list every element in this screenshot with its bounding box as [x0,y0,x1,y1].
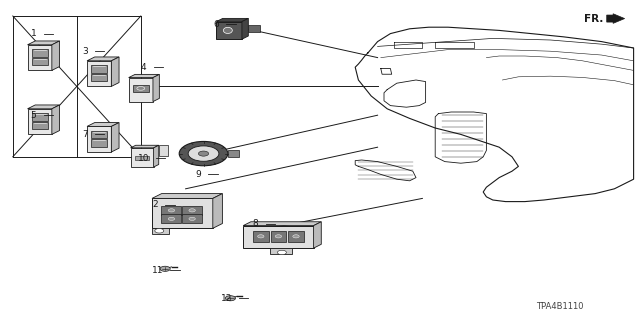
Text: 4: 4 [141,63,147,72]
Bar [288,231,304,242]
Text: TPA4B1110: TPA4B1110 [536,302,584,311]
Polygon shape [129,75,159,78]
Text: 9: 9 [195,170,201,179]
FancyArrow shape [607,14,625,23]
Polygon shape [243,226,314,248]
Bar [253,231,269,242]
Polygon shape [243,222,321,226]
Bar [92,65,107,73]
Polygon shape [212,194,223,228]
Text: 12: 12 [221,294,232,303]
Circle shape [278,250,287,255]
Polygon shape [131,148,154,167]
Polygon shape [270,248,292,254]
Polygon shape [28,45,52,70]
Text: 1: 1 [31,29,36,38]
Polygon shape [28,41,60,45]
Bar [92,140,107,147]
Circle shape [275,235,282,238]
Text: 3: 3 [82,47,88,56]
Polygon shape [87,123,119,126]
Text: 10: 10 [138,154,149,163]
Bar [161,206,182,215]
Polygon shape [314,222,321,248]
Polygon shape [153,75,159,102]
Circle shape [179,141,228,166]
Circle shape [189,209,195,212]
Text: 6: 6 [213,20,219,28]
Circle shape [155,228,164,233]
Polygon shape [28,109,52,134]
Ellipse shape [223,27,232,34]
Circle shape [188,146,219,161]
Circle shape [198,151,209,156]
Text: FR.: FR. [584,13,604,24]
Polygon shape [52,41,60,70]
Circle shape [257,235,264,238]
Bar [161,214,182,223]
Text: 8: 8 [253,220,259,228]
Polygon shape [152,194,223,198]
Polygon shape [159,145,168,156]
Polygon shape [216,22,242,39]
Polygon shape [129,78,153,102]
Polygon shape [111,123,119,152]
Circle shape [168,209,175,212]
Polygon shape [152,228,169,234]
Polygon shape [87,57,119,61]
Circle shape [225,296,236,301]
Circle shape [293,235,300,238]
Bar [133,85,148,92]
Polygon shape [87,61,111,86]
Text: 11: 11 [152,266,164,275]
Circle shape [160,266,170,271]
Polygon shape [87,126,111,152]
Polygon shape [154,145,159,167]
Polygon shape [111,57,119,86]
Polygon shape [52,105,60,134]
Bar [32,58,47,65]
Polygon shape [248,25,260,32]
Bar [182,206,202,215]
Bar [32,113,47,121]
Bar [92,131,107,138]
Polygon shape [216,19,248,22]
Bar [32,49,47,57]
Circle shape [189,217,195,220]
Bar [92,74,107,81]
Text: 5: 5 [31,111,36,120]
Text: 7: 7 [82,130,88,139]
Circle shape [168,217,175,220]
Text: 2: 2 [152,200,158,209]
Bar [271,231,286,242]
Bar [135,156,149,160]
Bar [32,122,47,129]
Polygon shape [28,105,60,109]
Polygon shape [131,145,159,148]
Polygon shape [228,150,239,157]
Polygon shape [152,198,212,228]
Polygon shape [242,19,248,39]
Bar [182,214,202,223]
